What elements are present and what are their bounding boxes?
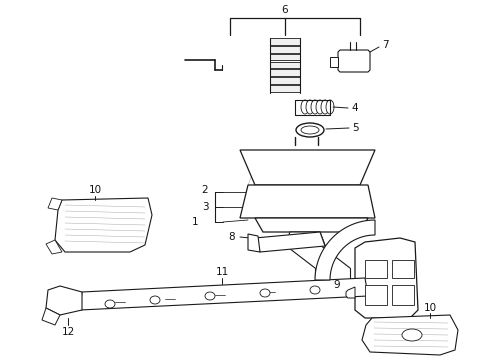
Polygon shape — [355, 238, 418, 318]
Bar — [330, 57, 338, 67]
Text: 5: 5 — [352, 123, 358, 133]
Polygon shape — [285, 232, 325, 245]
Polygon shape — [270, 85, 300, 92]
Polygon shape — [270, 54, 300, 60]
Text: 10: 10 — [88, 185, 101, 195]
Ellipse shape — [306, 100, 314, 114]
Ellipse shape — [150, 296, 160, 304]
Text: 6: 6 — [282, 5, 288, 15]
Polygon shape — [270, 77, 300, 84]
Ellipse shape — [326, 100, 334, 114]
Ellipse shape — [316, 100, 324, 114]
Polygon shape — [270, 46, 300, 53]
Polygon shape — [255, 218, 368, 232]
Ellipse shape — [301, 126, 319, 134]
Bar — [365, 285, 387, 305]
Text: 12: 12 — [61, 327, 74, 337]
Polygon shape — [42, 308, 60, 325]
Polygon shape — [270, 38, 300, 45]
Ellipse shape — [402, 329, 422, 341]
Ellipse shape — [105, 300, 115, 308]
Polygon shape — [270, 62, 300, 68]
Ellipse shape — [321, 100, 329, 114]
Bar — [392, 285, 414, 305]
Ellipse shape — [260, 289, 270, 297]
Ellipse shape — [205, 292, 215, 300]
Text: 1: 1 — [192, 217, 198, 227]
Polygon shape — [255, 232, 325, 252]
Text: 7: 7 — [382, 40, 388, 50]
Polygon shape — [55, 198, 152, 252]
Ellipse shape — [311, 100, 319, 114]
Text: 8: 8 — [229, 232, 235, 242]
Polygon shape — [315, 220, 375, 280]
Polygon shape — [248, 234, 260, 252]
Polygon shape — [346, 287, 355, 298]
Text: 9: 9 — [334, 280, 341, 290]
Polygon shape — [362, 315, 458, 355]
Polygon shape — [46, 286, 82, 315]
Bar — [392, 260, 414, 278]
Polygon shape — [240, 150, 375, 185]
Polygon shape — [338, 50, 370, 72]
Text: 4: 4 — [352, 103, 358, 113]
Polygon shape — [48, 198, 62, 210]
Ellipse shape — [310, 286, 320, 294]
Text: 2: 2 — [202, 185, 208, 195]
Text: 3: 3 — [202, 202, 208, 212]
Ellipse shape — [296, 123, 324, 137]
Ellipse shape — [301, 100, 309, 114]
Bar — [365, 260, 387, 278]
Text: 11: 11 — [216, 267, 229, 277]
Text: 10: 10 — [423, 303, 437, 313]
Polygon shape — [240, 185, 375, 218]
Polygon shape — [46, 240, 62, 254]
Polygon shape — [80, 278, 368, 310]
Polygon shape — [270, 69, 300, 76]
